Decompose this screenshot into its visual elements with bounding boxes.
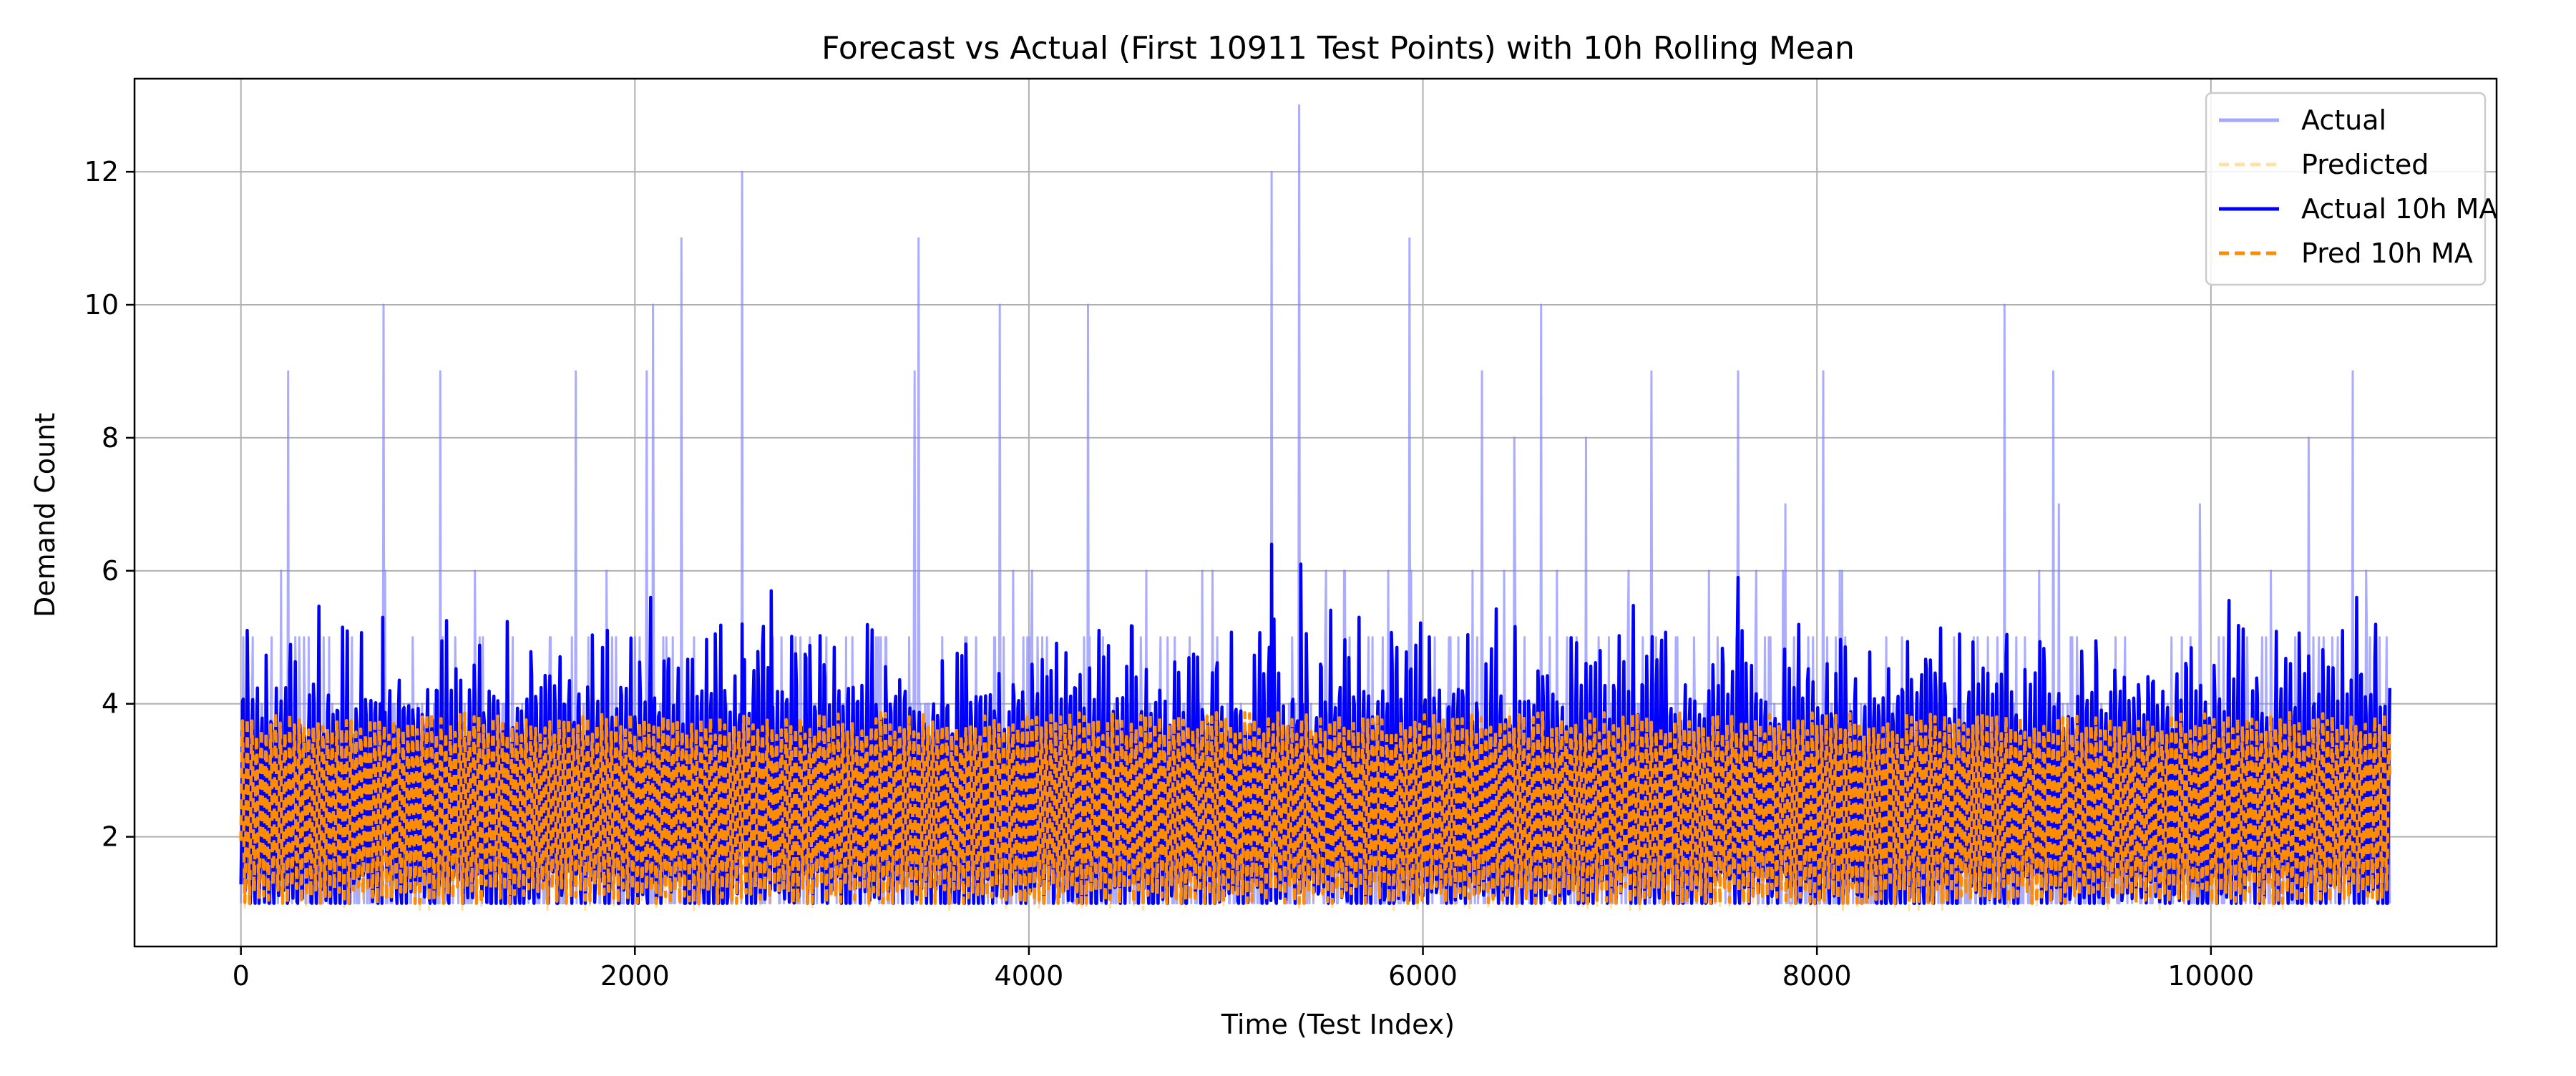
legend-label: Actual 10h MA — [2301, 193, 2497, 225]
legend-label: Predicted — [2301, 149, 2429, 180]
y-axis-label: Demand Count — [29, 413, 61, 617]
x-tick-label: 10000 — [2167, 960, 2254, 992]
y-tick-label: 6 — [102, 555, 119, 587]
chart-title: Forecast vs Actual (First 10911 Test Poi… — [821, 30, 1855, 67]
x-tick-label: 0 — [233, 960, 250, 992]
y-tick-label: 10 — [84, 289, 119, 321]
y-tick-label: 8 — [102, 422, 119, 454]
x-tick-label: 4000 — [995, 960, 1064, 992]
legend-box — [2205, 92, 2487, 286]
series-pred-10h-ma — [239, 710, 2392, 905]
x-axis-label: Time (Test Index) — [1221, 1009, 1455, 1040]
x-tick-label: 6000 — [1388, 960, 1458, 992]
x-tick-label: 2000 — [600, 960, 670, 992]
legend-label: Pred 10h MA — [2301, 238, 2473, 269]
y-tick-label: 2 — [102, 821, 119, 853]
y-tick-label: 4 — [102, 688, 119, 720]
legend: Actual Predicted Actual 10h MA Pred 10h MA — [2205, 92, 2497, 286]
series-layer — [239, 104, 2392, 911]
plot-frame — [133, 77, 2498, 948]
y-tick-label: 12 — [84, 156, 119, 187]
legend-label: Actual — [2301, 104, 2386, 136]
axis-ticks: 0 2000 4000 6000 8000 10000 2 4 6 8 10 12 — [84, 156, 2255, 992]
x-tick-label: 8000 — [1782, 960, 1852, 992]
